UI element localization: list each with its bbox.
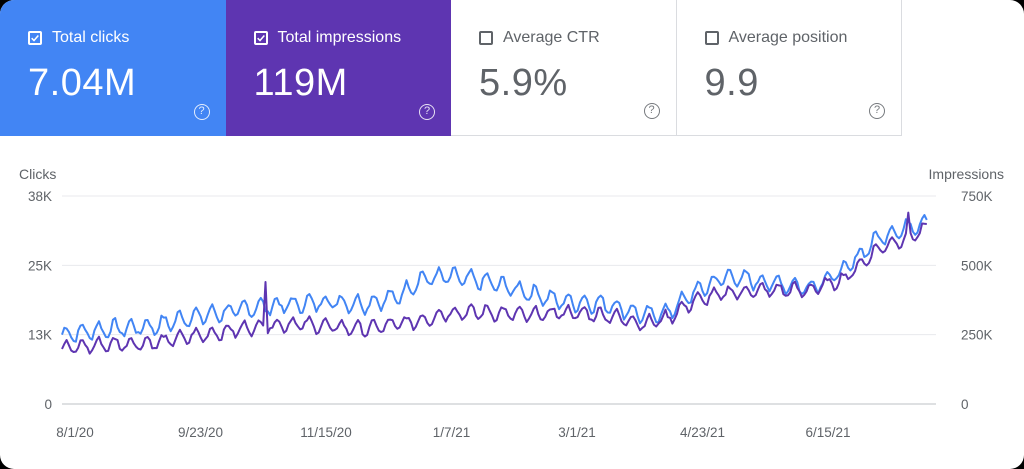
card-total-clicks[interactable]: Total clicks 7.04M ? [0,0,226,136]
x-tick-label: 11/15/20 [300,425,352,440]
right-tick-label: 750K [961,189,993,204]
help-icon[interactable]: ? [193,104,210,120]
card-label: Average CTR [503,29,600,46]
right-tick-label: 500K [961,258,993,273]
x-tick-label: 3/1/21 [558,425,596,440]
series-line-impressions [61,211,927,355]
x-tick-label: 1/7/21 [433,425,471,440]
left-tick-label: 25K [28,258,52,273]
left-tick-label: 13K [28,328,52,343]
x-tick-label: 6/15/21 [805,425,850,440]
card-total-impressions[interactable]: Total impressions 119M ? [225,0,451,136]
help-icon[interactable]: ? [869,103,885,119]
checkbox-unchecked-icon[interactable] [479,31,493,45]
card-value: 5.9% [479,62,568,104]
card-label: Total clicks [52,29,130,46]
right-tick-label: 0 [961,397,969,412]
card-value: 9.9 [704,62,759,104]
help-icon[interactable]: ? [643,103,660,119]
help-icon[interactable]: ? [419,104,435,120]
card-average-ctr[interactable]: Average CTR 5.9% ? [451,0,677,136]
right-axis-title: Impressions [928,166,1004,182]
left-axis-title: Clicks [19,166,57,182]
card-label: Total impressions [277,29,402,46]
checkbox-checked-icon[interactable] [253,31,268,45]
series-line-clicks [61,214,928,343]
x-tick-label: 9/23/20 [178,425,223,440]
x-tick-label: 4/23/21 [680,425,725,440]
x-tick-label: 8/1/20 [56,425,94,440]
right-tick-label: 250K [961,328,993,343]
card-label: Average position [728,29,848,46]
left-tick-label: 38K [28,189,52,204]
card-average-position[interactable]: Average position 9.9 ? [676,0,902,136]
card-value: 7.04M [28,62,137,104]
checkbox-unchecked-icon[interactable] [704,31,719,45]
card-value: 119M [253,62,348,104]
metric-cards: Total clicks 7.04M ? Total impressions 1… [0,0,902,136]
checkbox-checked-icon[interactable] [28,31,42,45]
left-tick-label: 0 [44,397,52,412]
